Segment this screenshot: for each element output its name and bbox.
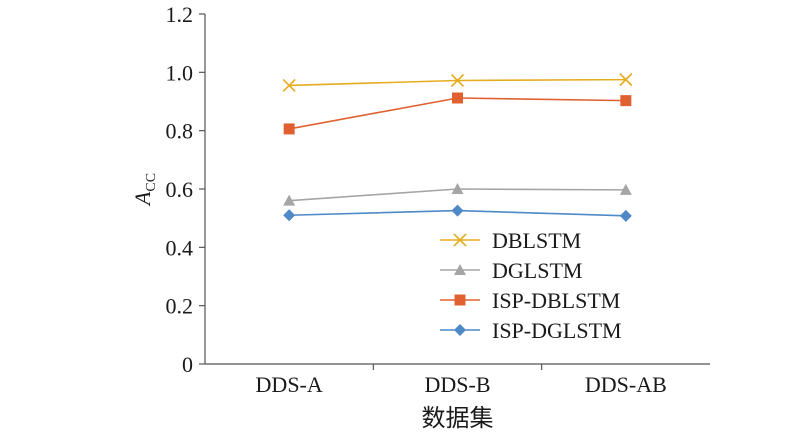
data-point-isp-dglstm [619, 209, 632, 222]
data-point-dglstm [619, 183, 632, 195]
y-ticks: 0 0.2 0.4 0.6 0.8 1.0 1.2 [166, 2, 205, 377]
series-dblstm [282, 73, 633, 93]
x-axis-label: 数据集 [422, 405, 494, 432]
data-point-isp-dblstm [283, 123, 295, 135]
series-dglstm [283, 183, 632, 206]
data-point-dblstm [282, 78, 296, 93]
y-tick-label: 0.4 [166, 235, 194, 260]
legend-item: ISP-DBLSTM [440, 288, 620, 313]
y-tick-label: 1.2 [166, 2, 194, 27]
legend-label: DGLSTM [492, 258, 582, 283]
legend-label: ISP-DGLSTM [492, 318, 622, 343]
x-tick-label: DDS-A [256, 372, 323, 397]
y-axis-label: ACC [130, 173, 159, 207]
x-tick-label: DDS-B [424, 372, 490, 397]
data-point-isp-dblstm [620, 95, 632, 107]
y-axis-label-sub: CC [144, 173, 159, 192]
data-point-dblstm [450, 73, 465, 88]
legend-marker [454, 264, 466, 275]
legend-label: ISP-DBLSTM [492, 288, 620, 313]
legend-item: DGLSTM [440, 258, 582, 283]
legend-marker [454, 324, 466, 336]
series-layer [282, 73, 633, 222]
series-isp-dglstm [283, 204, 632, 222]
series-isp-dblstm [283, 92, 632, 135]
y-tick-label: 0.6 [166, 177, 194, 202]
y-tick-label: 0.2 [166, 294, 194, 319]
y-tick-label: 1.0 [166, 60, 194, 85]
x-ticks: DDS-A DDS-B DDS-AB [256, 364, 667, 397]
data-point-dblstm [619, 73, 633, 87]
data-point-isp-dblstm [452, 92, 463, 104]
data-point-dglstm [451, 183, 464, 194]
legend-item: ISP-DGLSTM [440, 318, 622, 343]
legend-item: DBLSTM [440, 228, 581, 253]
legend-marker [453, 233, 467, 247]
data-point-isp-dglstm [451, 204, 464, 217]
legend-marker [454, 294, 466, 306]
legend-label: DBLSTM [492, 228, 581, 253]
x-tick-label: DDS-AB [585, 372, 667, 397]
y-tick-label: 0.8 [166, 119, 194, 144]
legend: DBLSTM DGLSTM ISP-DBLSTM ISP-DGLSTM [440, 228, 622, 343]
data-point-isp-dglstm [283, 209, 296, 222]
y-axis-label-main: A [130, 191, 155, 207]
data-point-dglstm [283, 194, 296, 206]
y-tick-label: 0 [182, 352, 193, 377]
